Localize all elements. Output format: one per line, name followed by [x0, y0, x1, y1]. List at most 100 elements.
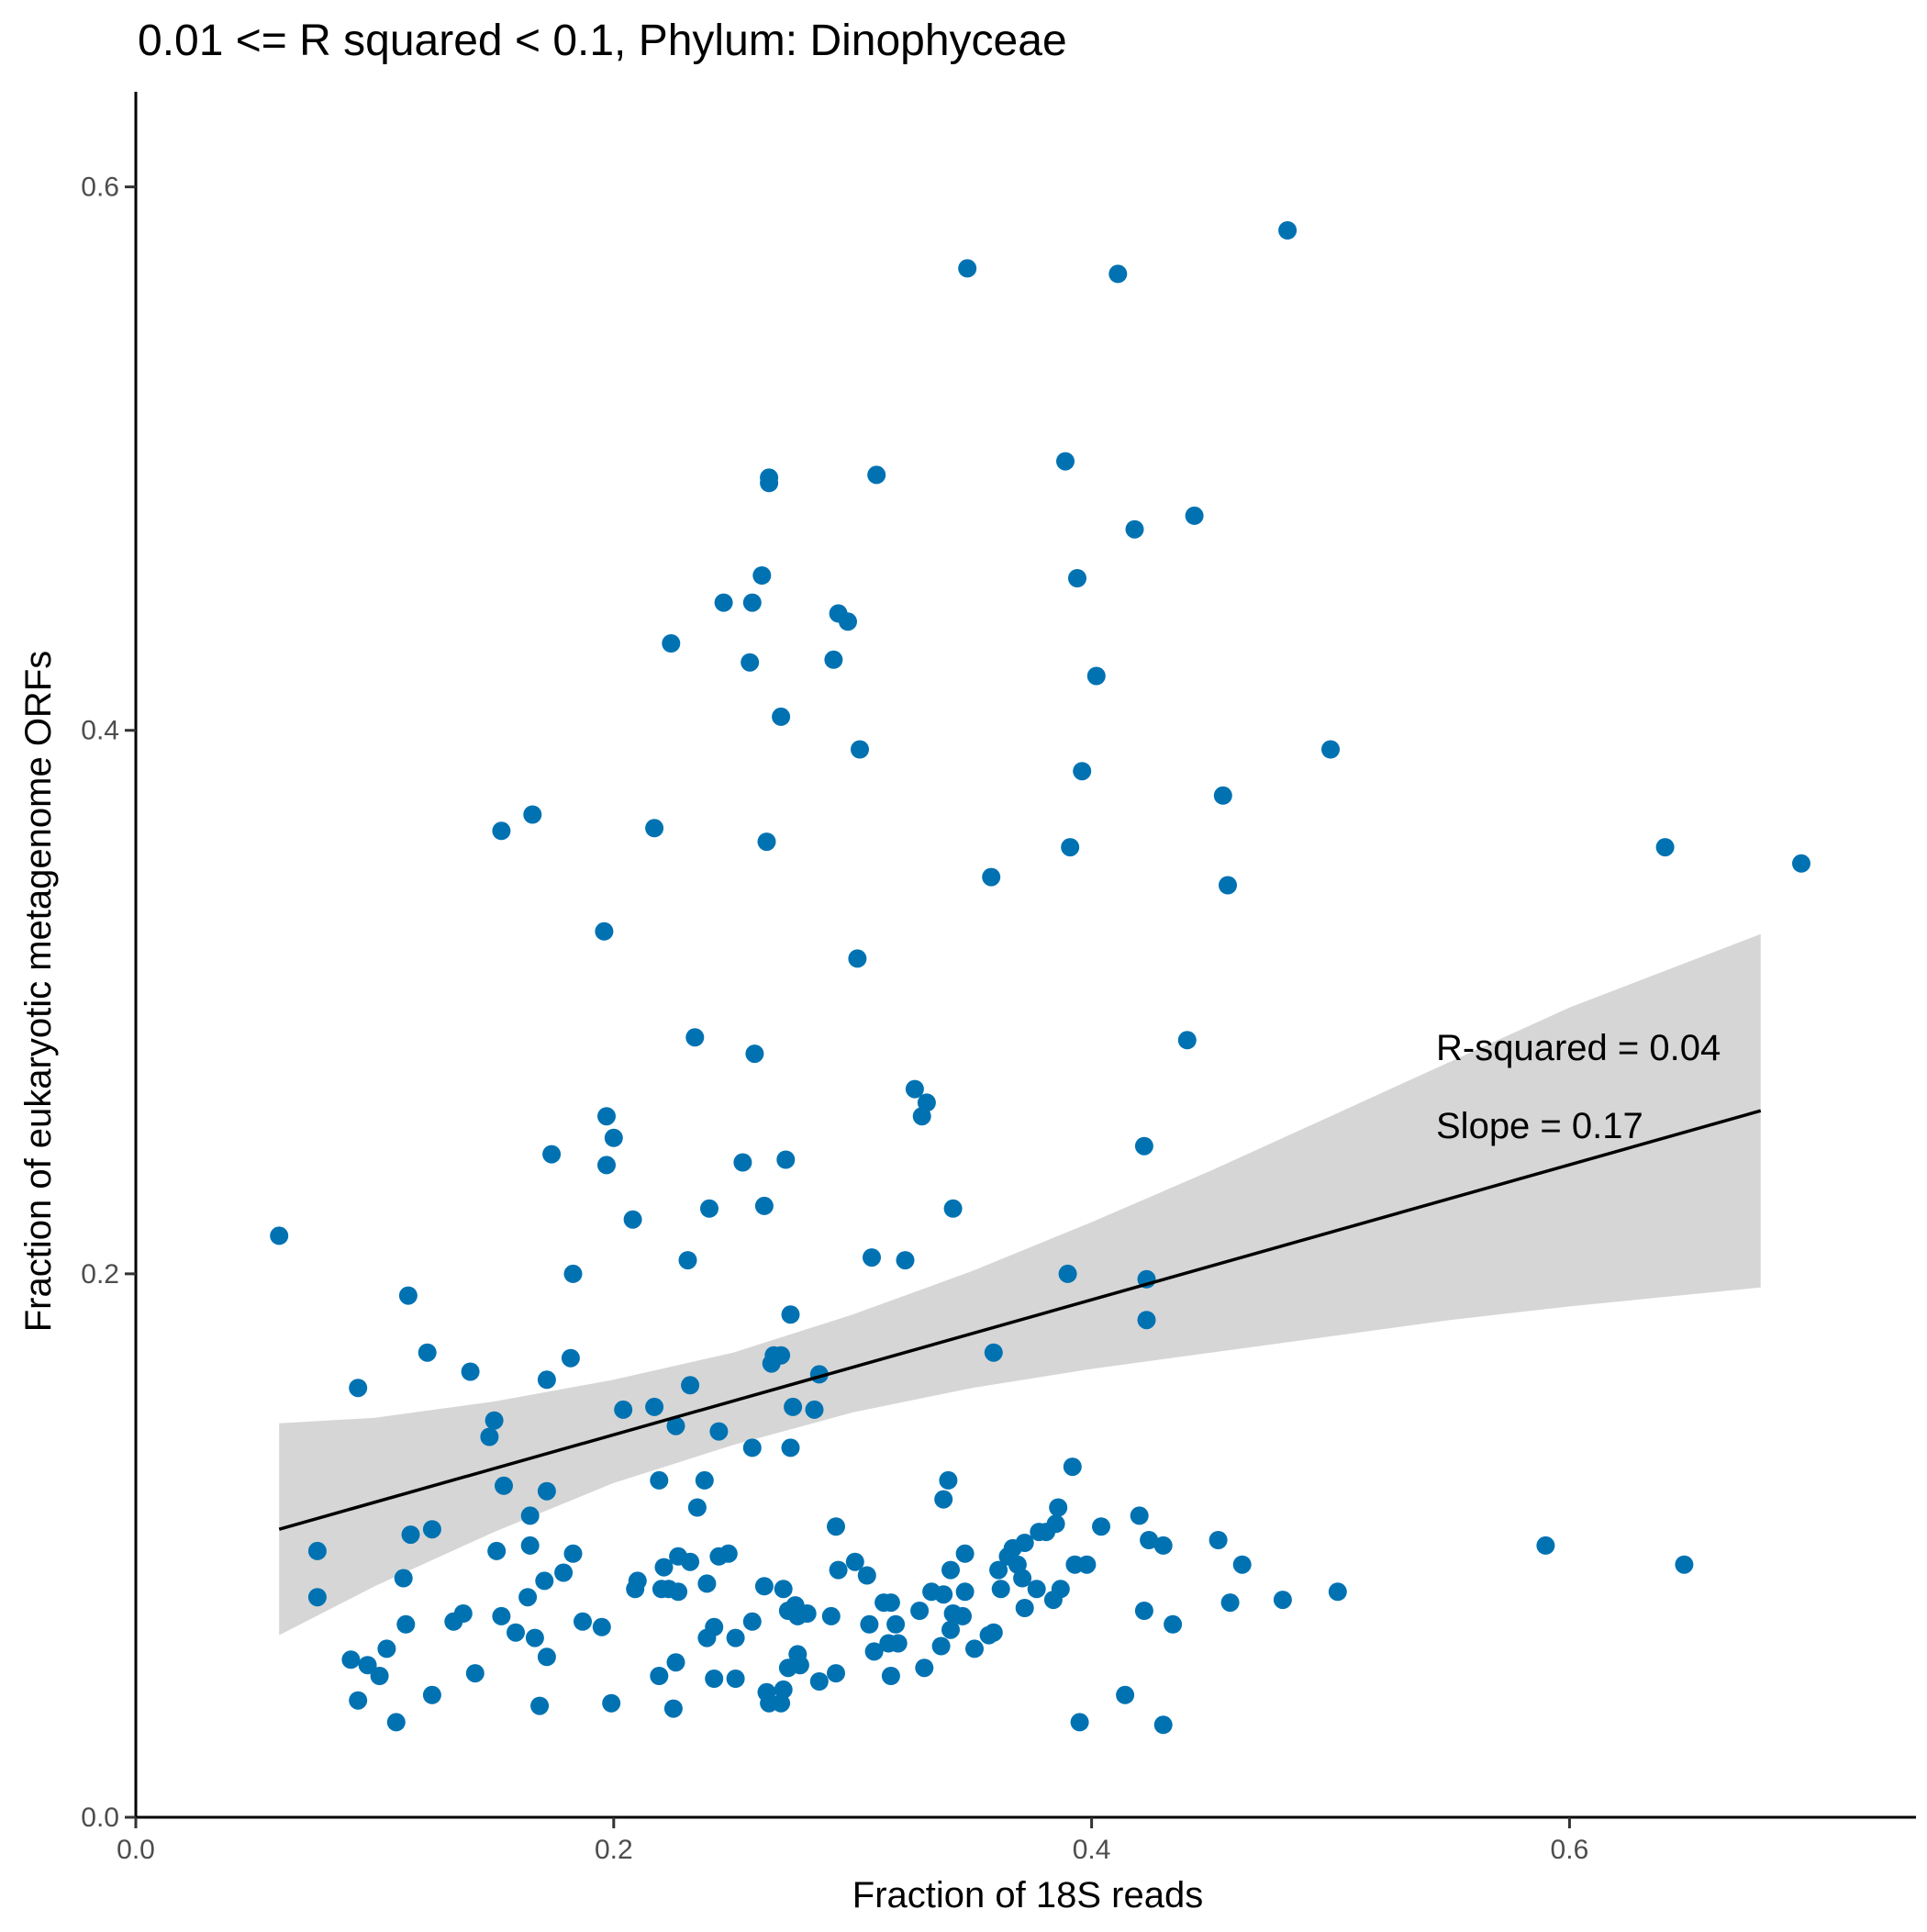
data-point: [774, 1580, 793, 1599]
data-point: [563, 1544, 583, 1563]
data-point: [1153, 1536, 1173, 1555]
data-point: [757, 832, 776, 852]
chart-title: 0.01 <= R squared < 0.1, Phylum: Dinophy…: [138, 17, 1067, 65]
data-point: [1655, 838, 1675, 857]
data-point: [741, 653, 760, 672]
data-point: [881, 1593, 900, 1613]
data-point: [1792, 854, 1810, 873]
data-point: [349, 1691, 368, 1710]
data-point: [754, 1577, 774, 1596]
regression-line: [278, 1109, 1762, 1531]
data-point: [485, 1411, 504, 1430]
y-tick-label: 0.4: [81, 716, 119, 746]
data-point: [797, 1604, 817, 1623]
data-point: [991, 1580, 1010, 1599]
data-point: [821, 1606, 841, 1625]
data-point: [520, 1536, 540, 1555]
data-point: [270, 1226, 289, 1245]
data-point: [809, 1672, 829, 1691]
confidence-band: [279, 933, 1761, 1636]
data-point: [669, 1582, 688, 1602]
data-point: [881, 1667, 900, 1685]
data-point: [645, 1397, 664, 1416]
data-point: [398, 1286, 418, 1305]
data-point: [941, 1620, 960, 1639]
data-point: [563, 1264, 583, 1283]
data-point: [851, 740, 869, 759]
data-point: [597, 1107, 616, 1126]
data-point: [307, 1588, 327, 1607]
data-point: [886, 1614, 906, 1634]
data-point: [965, 1639, 984, 1658]
data-point: [520, 1506, 540, 1525]
data-point: [776, 1150, 796, 1169]
data-point: [650, 1667, 669, 1685]
data-point: [733, 1153, 752, 1172]
fit-line-layer: [278, 1109, 1762, 1531]
data-point: [663, 1699, 683, 1718]
data-point: [525, 1628, 544, 1647]
data-point: [742, 1612, 762, 1631]
data-point: [461, 1362, 480, 1381]
data-point: [307, 1541, 327, 1560]
data-point: [650, 1470, 669, 1490]
data-point: [518, 1588, 538, 1607]
data-point: [1219, 876, 1237, 895]
data-point: [827, 1664, 845, 1683]
data-point: [487, 1541, 507, 1560]
data-point: [790, 1656, 809, 1675]
data-point: [394, 1569, 413, 1588]
data-point: [666, 1416, 685, 1435]
data-point: [681, 1376, 700, 1395]
data-point: [358, 1656, 377, 1675]
data-point: [341, 1650, 361, 1670]
data-point: [863, 1248, 881, 1268]
data-point: [1046, 1514, 1065, 1534]
data-point: [1232, 1555, 1252, 1574]
data-point: [1675, 1555, 1694, 1574]
data-point: [941, 1560, 960, 1580]
data-point: [1068, 569, 1086, 587]
data-point: [597, 1156, 616, 1175]
data-point: [867, 465, 886, 485]
data-point: [939, 1470, 958, 1490]
x-tick-label: 0.4: [1073, 1835, 1111, 1865]
data-point: [829, 1560, 848, 1580]
data-point: [1073, 762, 1092, 781]
data-point: [805, 1400, 824, 1419]
data-point: [401, 1525, 420, 1545]
data-point: [857, 1566, 876, 1585]
data-point: [561, 1348, 580, 1368]
data-point: [1056, 452, 1075, 471]
data-point: [754, 1196, 774, 1215]
data-point: [784, 1397, 803, 1416]
data-point: [1015, 1599, 1034, 1617]
data-point: [1049, 1498, 1068, 1517]
data-point: [537, 1370, 556, 1390]
data-point: [726, 1628, 745, 1647]
data-point: [772, 1693, 791, 1713]
data-point: [752, 566, 772, 585]
data-point: [718, 1544, 738, 1563]
data-point: [1273, 1591, 1292, 1610]
data-point: [1013, 1569, 1032, 1588]
data-point: [523, 805, 542, 824]
data-point: [700, 1199, 718, 1218]
data-point: [1209, 1531, 1228, 1549]
data-point: [666, 1653, 685, 1672]
data-point: [1140, 1531, 1159, 1549]
data-point: [781, 1438, 800, 1457]
data-point: [542, 1145, 562, 1164]
data-point: [984, 1623, 1003, 1642]
data-point: [654, 1558, 674, 1577]
data-point: [934, 1490, 953, 1509]
slope-annotation: Slope = 0.17: [1436, 1106, 1643, 1146]
data-point: [492, 1606, 511, 1625]
data-point: [989, 1560, 1008, 1580]
data-point: [1027, 1580, 1046, 1599]
data-point: [864, 1642, 884, 1661]
data-point: [896, 1251, 915, 1270]
data-point: [592, 1617, 611, 1636]
data-point: [1130, 1506, 1149, 1525]
